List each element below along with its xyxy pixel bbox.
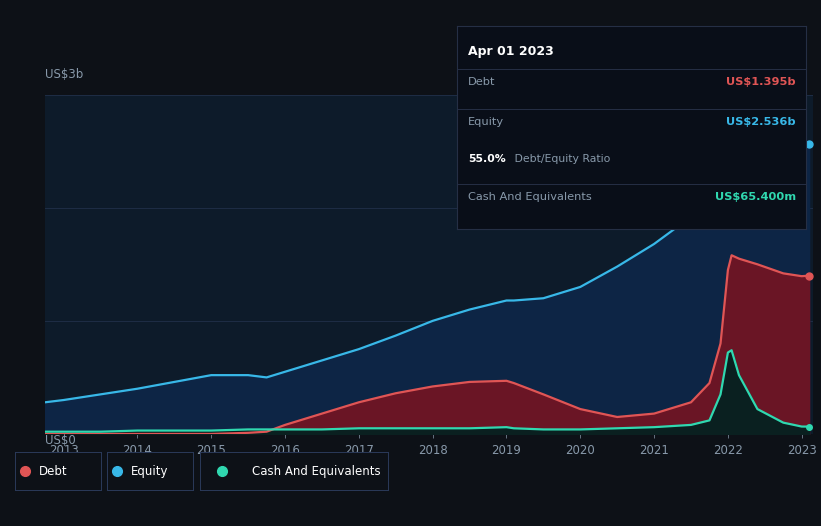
Text: Cash And Equivalents: Cash And Equivalents <box>252 465 381 478</box>
Text: Debt/Equity Ratio: Debt/Equity Ratio <box>511 154 611 164</box>
Text: 55.0%: 55.0% <box>468 154 506 164</box>
Text: Cash And Equivalents: Cash And Equivalents <box>468 193 591 203</box>
Text: US$0: US$0 <box>45 434 76 447</box>
Text: US$1.395b: US$1.395b <box>726 77 796 87</box>
Text: Apr 01 2023: Apr 01 2023 <box>468 45 553 57</box>
Text: Debt: Debt <box>468 77 495 87</box>
Text: Equity: Equity <box>468 117 504 127</box>
Text: US$2.536b: US$2.536b <box>726 117 796 127</box>
Text: Equity: Equity <box>131 465 168 478</box>
Text: US$65.400m: US$65.400m <box>714 193 796 203</box>
Text: Debt: Debt <box>39 465 67 478</box>
Text: US$3b: US$3b <box>45 68 84 81</box>
